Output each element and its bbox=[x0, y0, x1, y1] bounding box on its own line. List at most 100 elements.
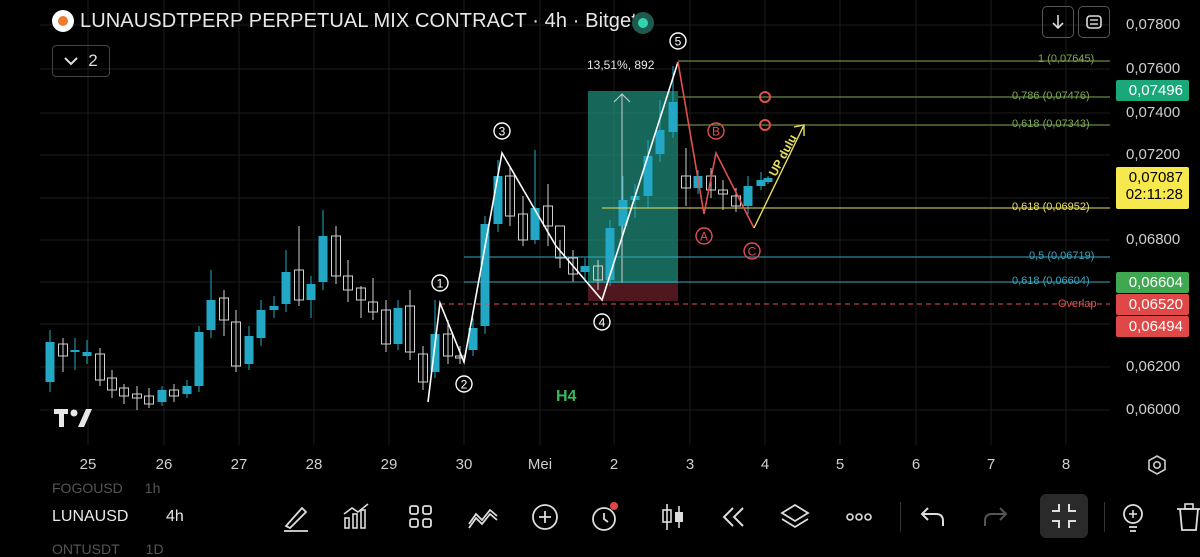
pattern-button[interactable] bbox=[466, 500, 500, 534]
candle bbox=[468, 318, 478, 356]
svg-text:4: 4 bbox=[599, 316, 606, 330]
candle bbox=[356, 286, 366, 318]
indicators-icon bbox=[343, 503, 369, 529]
candle bbox=[381, 300, 391, 352]
last-price-badge: 0,07087 02:11:28 bbox=[1116, 167, 1189, 209]
chevron-down-icon bbox=[64, 57, 78, 66]
candle bbox=[269, 296, 279, 318]
candle bbox=[505, 166, 515, 226]
candle bbox=[530, 150, 540, 244]
layers-icon bbox=[780, 503, 810, 529]
candle bbox=[206, 270, 216, 338]
time-tick: 5 bbox=[835, 456, 845, 473]
download-button[interactable] bbox=[1042, 6, 1074, 38]
candle bbox=[580, 258, 590, 280]
switch-view-button[interactable] bbox=[1078, 6, 1110, 38]
candle bbox=[480, 216, 490, 334]
wave-marker: 3 bbox=[493, 122, 511, 140]
candle bbox=[518, 196, 528, 246]
grid-icon bbox=[409, 505, 432, 528]
grid-button[interactable] bbox=[404, 500, 438, 534]
svg-text:2: 2 bbox=[461, 378, 468, 392]
wave-marker: C bbox=[743, 242, 761, 260]
trash-button[interactable] bbox=[1172, 500, 1200, 534]
rewind-button[interactable] bbox=[716, 500, 750, 534]
candle bbox=[194, 326, 204, 392]
axis-settings-button[interactable] bbox=[1146, 454, 1168, 481]
collapse-indicators-button[interactable]: 2 bbox=[52, 45, 110, 77]
candle bbox=[157, 386, 167, 406]
indicators-button[interactable] bbox=[340, 500, 374, 534]
toolbar-divider bbox=[900, 502, 901, 532]
candle bbox=[306, 276, 316, 318]
candle bbox=[655, 100, 665, 162]
candle bbox=[618, 176, 628, 232]
last-price: 0,07087 bbox=[1128, 169, 1183, 186]
candle bbox=[405, 290, 415, 360]
symbol-list-item[interactable]: ONTUSDT 1D bbox=[52, 541, 164, 557]
target-marker[interactable] bbox=[759, 91, 771, 103]
candle bbox=[58, 338, 68, 372]
time-tick: 27 bbox=[230, 456, 248, 473]
projection-arrowhead bbox=[793, 124, 805, 136]
layers-button[interactable] bbox=[778, 500, 812, 534]
fib-price-badge: 0,07496 bbox=[1116, 80, 1189, 101]
redo-icon bbox=[984, 507, 1008, 526]
tradingview-logo bbox=[52, 405, 96, 434]
bulb-button[interactable] bbox=[1116, 500, 1150, 534]
bitget-logo bbox=[52, 10, 74, 32]
wave-marker: 2 bbox=[455, 375, 473, 393]
candle bbox=[443, 320, 453, 364]
fullscreen-exit-icon bbox=[1052, 504, 1076, 528]
symbol-list-item[interactable]: FOGOUSD 1h bbox=[52, 480, 161, 496]
price-tick: 0,07400 bbox=[1126, 104, 1181, 121]
rewind-icon bbox=[722, 507, 744, 527]
alarm-icon bbox=[592, 502, 618, 531]
candle bbox=[368, 278, 378, 320]
candle bbox=[169, 384, 179, 402]
candle bbox=[681, 148, 691, 206]
time-tick: 4 bbox=[760, 456, 770, 473]
undo-button[interactable] bbox=[916, 500, 950, 534]
time-tick: 6 bbox=[911, 456, 921, 473]
candle bbox=[231, 310, 241, 372]
symbol-timeframe[interactable]: 4h bbox=[166, 508, 184, 525]
fib-level-label: 0,5 (0,06719) bbox=[1029, 250, 1095, 262]
svg-text:B: B bbox=[712, 125, 720, 139]
fullscreen-exit-button[interactable] bbox=[1040, 494, 1088, 538]
more-button[interactable] bbox=[842, 500, 876, 534]
toolbar-divider bbox=[1104, 502, 1105, 532]
symbol-list-item-active[interactable]: LUNAUSD bbox=[52, 508, 129, 525]
impulse-wave-line bbox=[427, 61, 679, 403]
measure-box[interactable] bbox=[588, 91, 678, 301]
redo-button[interactable] bbox=[978, 500, 1012, 534]
low-price-badge: 0,06494 bbox=[1116, 316, 1189, 337]
target-marker[interactable] bbox=[759, 119, 771, 131]
time-tick: 28 bbox=[305, 456, 323, 473]
wave-marker: 1 bbox=[431, 274, 449, 292]
price-tick: 0,06000 bbox=[1126, 401, 1181, 418]
add-button[interactable] bbox=[528, 500, 562, 534]
svg-text:3: 3 bbox=[499, 125, 506, 139]
chart-title: LUNAUSDTPERP PERPETUAL MIX CONTRACT · 4h… bbox=[80, 10, 637, 32]
svg-text:1: 1 bbox=[437, 277, 444, 291]
candle-countdown: 02:11:28 bbox=[1125, 186, 1183, 203]
time-tick: 25 bbox=[79, 456, 97, 473]
candle bbox=[70, 338, 80, 370]
svg-text:C: C bbox=[748, 245, 757, 259]
projection-line bbox=[753, 124, 805, 229]
candle bbox=[593, 260, 603, 290]
wave-marker: 4 bbox=[593, 313, 611, 331]
draw-pen-icon bbox=[284, 506, 308, 532]
svg-text:5: 5 bbox=[675, 35, 682, 49]
candle bbox=[343, 260, 353, 302]
svg-text:A: A bbox=[700, 230, 708, 244]
draw-pen-button[interactable] bbox=[280, 500, 314, 534]
time-tick: 29 bbox=[380, 456, 398, 473]
candle bbox=[294, 226, 304, 306]
alarm-button[interactable] bbox=[588, 500, 622, 534]
candle bbox=[281, 250, 291, 312]
candle-button[interactable] bbox=[656, 500, 690, 534]
time-tick: 30 bbox=[455, 456, 473, 473]
